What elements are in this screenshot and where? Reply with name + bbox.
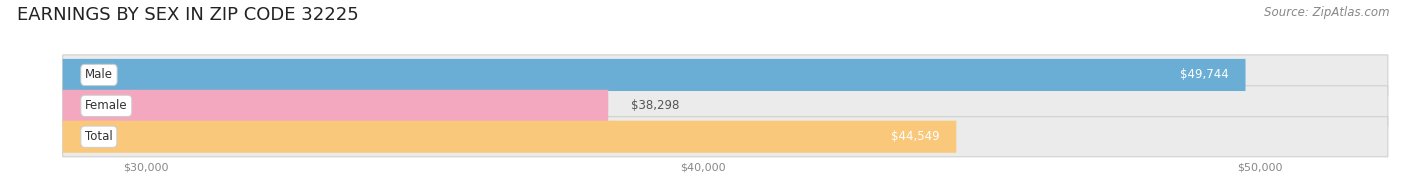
FancyBboxPatch shape: [63, 86, 1388, 126]
Text: $49,744: $49,744: [1180, 68, 1229, 82]
FancyBboxPatch shape: [63, 90, 609, 122]
FancyBboxPatch shape: [63, 117, 1388, 157]
FancyBboxPatch shape: [63, 59, 1246, 91]
FancyBboxPatch shape: [63, 121, 956, 153]
Text: Total: Total: [84, 130, 112, 143]
Text: EARNINGS BY SEX IN ZIP CODE 32225: EARNINGS BY SEX IN ZIP CODE 32225: [17, 6, 359, 24]
Text: Female: Female: [84, 99, 128, 112]
Text: $44,549: $44,549: [891, 130, 939, 143]
Text: $38,298: $38,298: [630, 99, 679, 112]
Text: Source: ZipAtlas.com: Source: ZipAtlas.com: [1264, 6, 1389, 19]
FancyBboxPatch shape: [63, 55, 1388, 95]
Text: Male: Male: [84, 68, 112, 82]
